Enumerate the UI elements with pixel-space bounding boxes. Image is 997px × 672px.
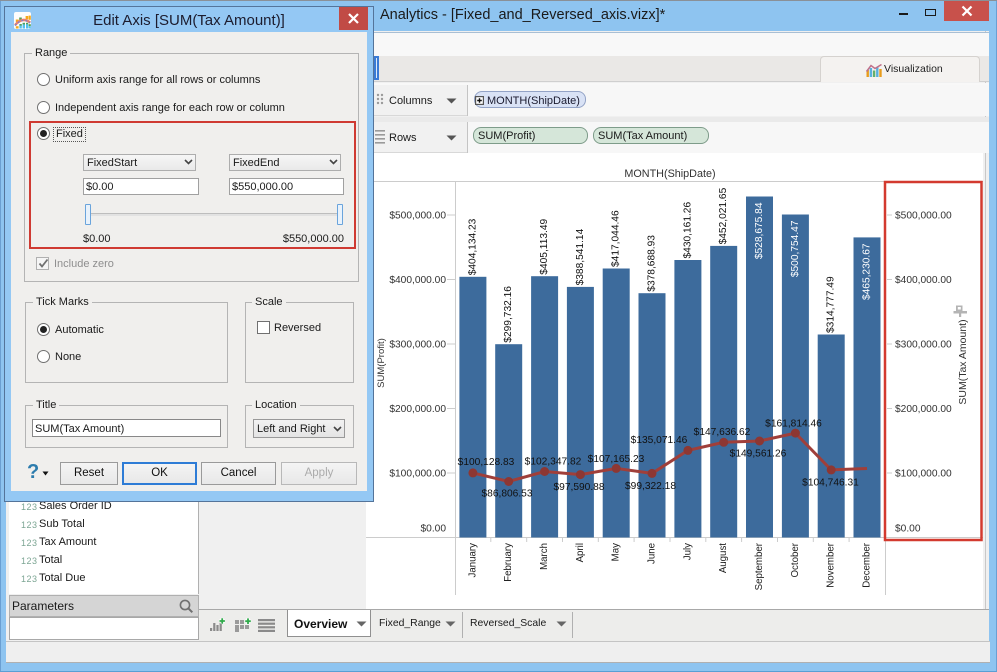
svg-text:$400,000.00: $400,000.00 xyxy=(389,275,446,286)
svg-text:$100,000.00: $100,000.00 xyxy=(895,469,952,480)
svg-text:$400,000.00: $400,000.00 xyxy=(895,275,952,286)
svg-text:MONTH(ShipDate): MONTH(ShipDate) xyxy=(624,168,715,180)
svg-text:January: January xyxy=(467,543,478,578)
svg-text:July: July xyxy=(682,543,693,560)
svg-text:April: April xyxy=(575,543,586,562)
svg-text:$86,806.53: $86,806.53 xyxy=(482,489,533,500)
svg-text:$314,777.49: $314,777.49 xyxy=(826,276,837,333)
svg-text:June: June xyxy=(647,543,658,564)
svg-text:$147,636.62: $147,636.62 xyxy=(694,427,751,438)
svg-text:$0.00: $0.00 xyxy=(421,524,447,535)
svg-text:$299,732.16: $299,732.16 xyxy=(503,286,514,343)
svg-text:September: September xyxy=(754,542,765,590)
svg-text:$149,561.26: $149,561.26 xyxy=(730,449,787,460)
svg-text:$300,000.00: $300,000.00 xyxy=(389,340,446,351)
svg-text:$388,541.14: $388,541.14 xyxy=(575,228,586,285)
svg-text:$102,347.82: $102,347.82 xyxy=(525,457,582,468)
svg-text:$300,000.00: $300,000.00 xyxy=(895,340,952,351)
svg-text:$452,021.65: $452,021.65 xyxy=(718,187,729,244)
svg-text:$404,134.23: $404,134.23 xyxy=(467,218,478,275)
svg-text:$97,590.88: $97,590.88 xyxy=(554,482,605,493)
svg-text:$500,754.47: $500,754.47 xyxy=(790,220,801,277)
svg-text:May: May xyxy=(611,543,622,561)
svg-text:$430,161.26: $430,161.26 xyxy=(682,202,693,259)
svg-text:$104,746.31: $104,746.31 xyxy=(802,477,859,488)
svg-text:$100,000.00: $100,000.00 xyxy=(389,469,446,480)
svg-text:$100,128.83: $100,128.83 xyxy=(458,457,515,468)
svg-text:$135,071.46: $135,071.46 xyxy=(631,435,688,446)
svg-text:$500,000.00: $500,000.00 xyxy=(895,211,952,222)
svg-text:February: February xyxy=(503,543,514,582)
svg-text:$99,322.18: $99,322.18 xyxy=(625,481,676,492)
svg-text:$200,000.00: $200,000.00 xyxy=(895,404,952,415)
svg-text:$161,814.46: $161,814.46 xyxy=(765,419,822,430)
svg-text:$405,113.49: $405,113.49 xyxy=(539,218,550,274)
svg-text:$465,230.67: $465,230.67 xyxy=(862,243,873,300)
svg-text:$417,044.46: $417,044.46 xyxy=(611,210,622,267)
svg-text:$107,165.23: $107,165.23 xyxy=(588,454,645,465)
svg-text:$500,000.00: $500,000.00 xyxy=(389,211,446,222)
svg-text:March: March xyxy=(539,543,550,570)
svg-text:SUM(Profit): SUM(Profit) xyxy=(377,338,387,388)
svg-text:August: August xyxy=(718,543,729,573)
svg-text:$528,675.84: $528,675.84 xyxy=(754,202,765,259)
svg-text:October: October xyxy=(790,542,801,577)
svg-text:$200,000.00: $200,000.00 xyxy=(389,404,446,415)
svg-text:December: December xyxy=(862,542,873,587)
svg-text:SUM(Tax Amount): SUM(Tax Amount) xyxy=(957,319,969,404)
svg-text:$0.00: $0.00 xyxy=(895,524,921,535)
svg-text:$378,688.93: $378,688.93 xyxy=(647,235,658,292)
svg-text:November: November xyxy=(826,542,837,587)
